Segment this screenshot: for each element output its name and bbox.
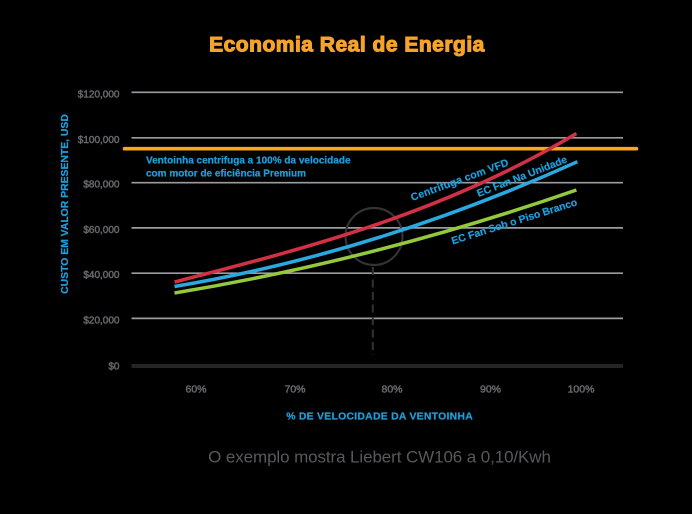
svg-text:$100,000: $100,000: [78, 135, 120, 146]
svg-text:$80,000: $80,000: [83, 180, 120, 191]
svg-text:% DE VELOCIDADE DA VENTOINHA: % DE VELOCIDADE DA VENTOINHA: [286, 412, 473, 423]
svg-text:$120,000: $120,000: [78, 89, 120, 100]
svg-text:$40,000: $40,000: [83, 270, 120, 281]
svg-text:Economia Real de Energia: Economia Real de Energia: [209, 34, 485, 57]
svg-text:100%: 100%: [568, 384, 595, 396]
svg-text:Ventoinha centrifuga a 100% da: Ventoinha centrifuga a 100% da velocidad…: [146, 155, 351, 166]
svg-text:90%: 90%: [480, 384, 501, 396]
svg-text:60%: 60%: [185, 384, 206, 396]
svg-text:com motor de eficiência Premiu: com motor de eficiência Premium: [146, 168, 306, 179]
svg-text:$20,000: $20,000: [83, 315, 120, 326]
svg-text:80%: 80%: [381, 384, 402, 396]
svg-text:70%: 70%: [284, 384, 305, 396]
svg-text:$60,000: $60,000: [83, 225, 120, 236]
svg-text:O exemplo mostra Liebert CW106: O exemplo mostra Liebert CW106 a 0,10/Kw…: [208, 448, 551, 467]
svg-text:CUSTO EM VALOR PRESENTE, USD: CUSTO EM VALOR PRESENTE, USD: [60, 114, 71, 294]
svg-text:$0: $0: [108, 361, 120, 372]
